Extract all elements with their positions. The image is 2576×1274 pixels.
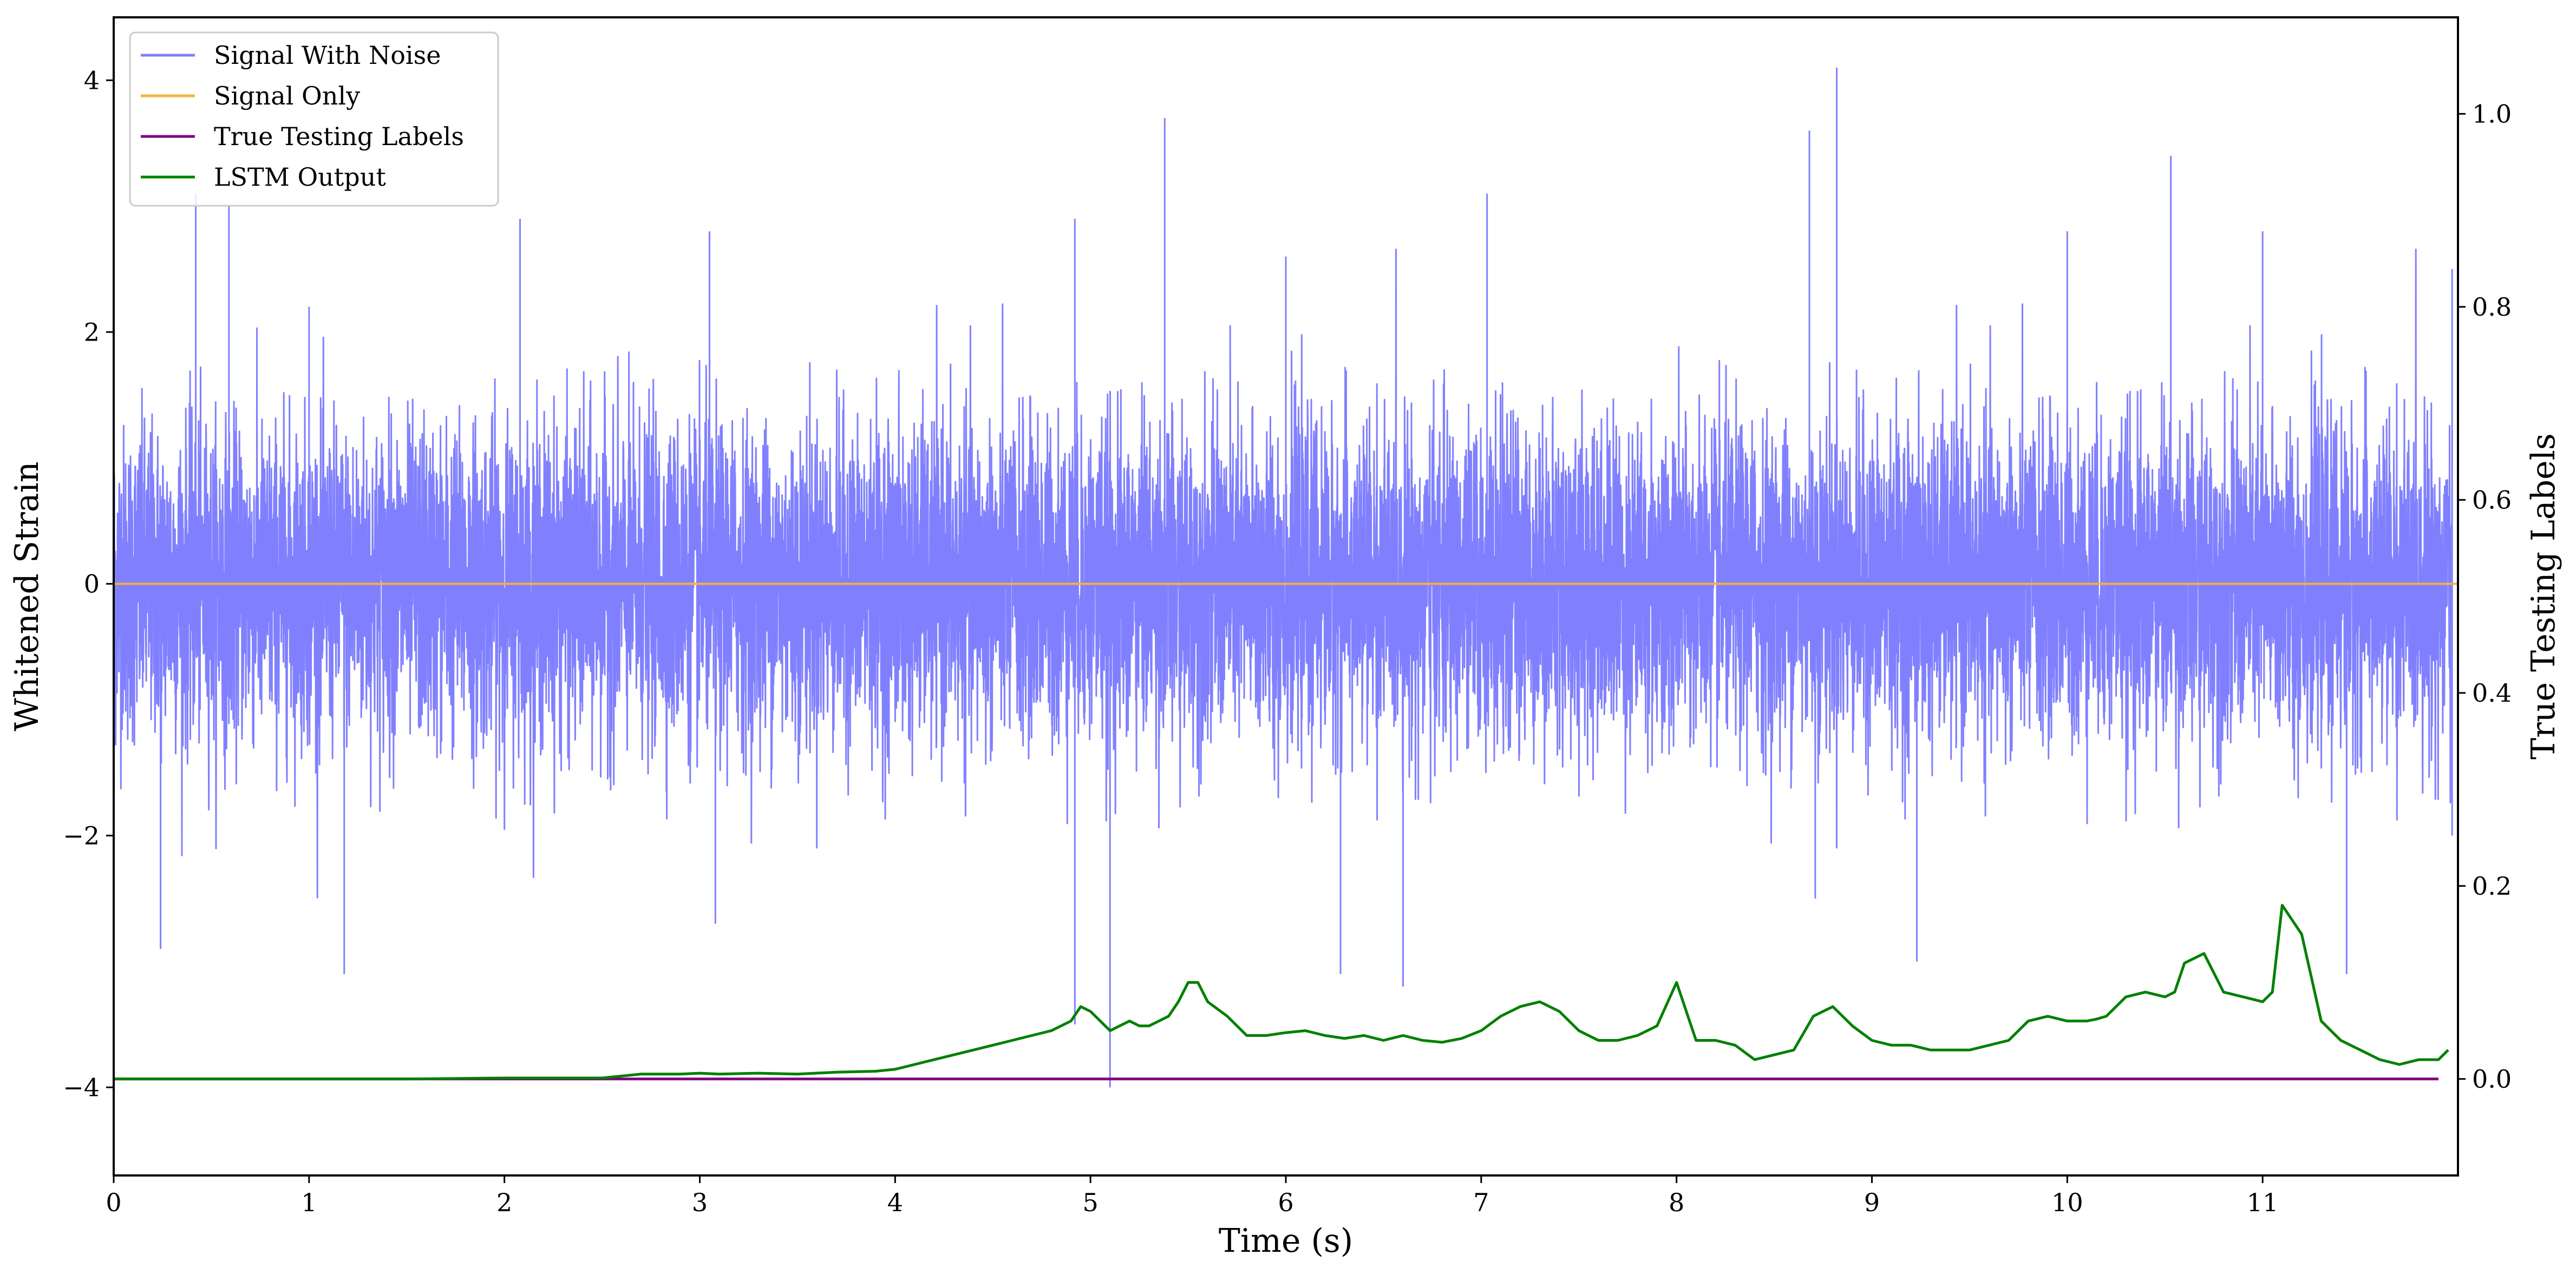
- y-tick-label: −2: [63, 821, 100, 850]
- x-tick-label: 7: [1473, 1188, 1489, 1217]
- x-tick-label: 6: [1278, 1188, 1293, 1217]
- y-axis-right: 0.0 0.2 0.4 0.6 0.8 1.0: [2458, 99, 2512, 1094]
- x-tick-label: 1: [301, 1188, 317, 1217]
- y-axis-left: −4 −2 0 2 4: [63, 66, 114, 1102]
- x-tick-label: 8: [1669, 1188, 1684, 1217]
- x-tick-label: 0: [106, 1188, 121, 1217]
- y-axis-label: Whitened Strain: [8, 461, 46, 731]
- y2-tick-label: 0.2: [2472, 871, 2512, 900]
- x-tick-label: 10: [2051, 1188, 2083, 1217]
- series-lstm-output: [114, 904, 2449, 1081]
- y2-tick-label: 0.6: [2472, 485, 2512, 514]
- x-tick-label: 5: [1083, 1188, 1099, 1217]
- plot-area: [113, 68, 2458, 1088]
- x-tick-label: 4: [887, 1188, 903, 1217]
- x-axis: 0 1 2 3 4 5 6 7 8 9 10 11: [106, 1175, 2278, 1217]
- y2-tick-label: 0.0: [2472, 1064, 2512, 1094]
- legend-box: [129, 31, 499, 207]
- x-tick-label: 9: [1864, 1188, 1880, 1217]
- legend-label: Signal With Noise: [214, 41, 441, 70]
- legend-label: True Testing Labels: [214, 122, 464, 151]
- y-tick-label: −4: [63, 1073, 100, 1102]
- x-tick-label: 2: [496, 1188, 512, 1217]
- x-tick-label: 11: [2247, 1188, 2279, 1217]
- y-tick-label: 2: [84, 317, 100, 347]
- y2-tick-label: 0.8: [2472, 292, 2512, 322]
- y2-axis-label: True Testing Labels: [2525, 433, 2562, 760]
- series-signal-with-noise: [113, 249, 2453, 899]
- legend: Signal With Noise Signal Only True Testing…: [129, 31, 499, 207]
- x-axis-label: Time (s): [1219, 1222, 1353, 1260]
- legend-label: Signal Only: [214, 81, 360, 110]
- y-tick-label: 4: [84, 66, 100, 95]
- x-tick-label: 3: [692, 1188, 708, 1217]
- legend-label: LSTM Output: [214, 162, 386, 192]
- y2-tick-label: 1.0: [2472, 99, 2512, 128]
- y2-tick-label: 0.4: [2472, 678, 2512, 708]
- y-tick-label: 0: [84, 569, 100, 598]
